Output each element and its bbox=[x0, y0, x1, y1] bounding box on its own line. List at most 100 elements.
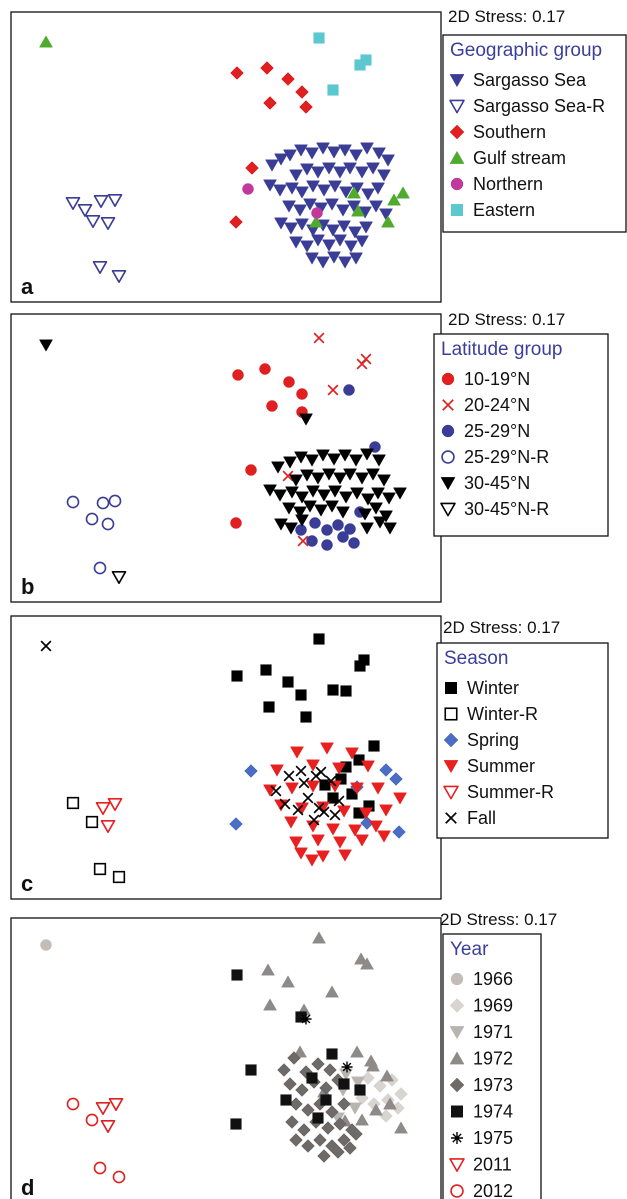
data-point bbox=[325, 985, 339, 998]
data-point bbox=[383, 1097, 397, 1110]
series-Gulf stream bbox=[39, 35, 410, 228]
data-point bbox=[328, 780, 342, 793]
data-point bbox=[353, 754, 365, 766]
data-point bbox=[356, 358, 368, 370]
data-point bbox=[39, 339, 53, 352]
legend-title: Geographic group bbox=[450, 40, 602, 61]
legend-marker bbox=[449, 74, 465, 87]
data-point bbox=[92, 260, 108, 274]
series-30-45°N-R bbox=[111, 570, 127, 584]
data-point bbox=[306, 780, 320, 793]
data-point bbox=[325, 1105, 339, 1119]
data-point bbox=[283, 149, 297, 162]
series-30-45°N bbox=[39, 339, 407, 535]
data-point bbox=[263, 998, 277, 1011]
data-point bbox=[326, 1048, 338, 1060]
data-point bbox=[338, 1078, 350, 1090]
data-point bbox=[112, 1170, 126, 1184]
data-point bbox=[306, 180, 320, 193]
legend-marker bbox=[445, 682, 457, 694]
data-point bbox=[310, 770, 322, 782]
legend-entry: Winter-R bbox=[467, 704, 538, 724]
data-point bbox=[350, 487, 364, 500]
stress-label: 2D Stress: 0.17 bbox=[448, 7, 565, 26]
data-point bbox=[338, 449, 352, 462]
data-point bbox=[85, 215, 101, 228]
data-point bbox=[369, 820, 383, 833]
data-point bbox=[100, 819, 116, 833]
legend-entry: 10-19°N bbox=[464, 369, 530, 389]
panel-d: d 2D Stress: 0.17 Year 1966 1969 1971 1972 1973… bbox=[10, 910, 557, 1199]
data-point bbox=[382, 492, 396, 505]
data-point bbox=[338, 849, 352, 862]
data-point bbox=[379, 763, 393, 777]
legend-marker bbox=[443, 760, 459, 773]
data-point bbox=[305, 454, 319, 467]
data-point bbox=[383, 522, 397, 535]
data-point bbox=[108, 494, 122, 508]
data-point bbox=[332, 519, 344, 531]
data-point bbox=[300, 240, 314, 253]
data-point bbox=[274, 153, 288, 166]
data-point bbox=[305, 854, 319, 867]
data-point bbox=[282, 676, 294, 688]
data-point bbox=[369, 1103, 383, 1116]
data-point bbox=[327, 84, 339, 96]
data-point bbox=[371, 487, 385, 500]
points-layer bbox=[40, 633, 407, 884]
data-point bbox=[294, 144, 308, 157]
data-point bbox=[379, 208, 393, 221]
data-point bbox=[354, 952, 368, 965]
data-point bbox=[320, 742, 334, 755]
data-point bbox=[298, 777, 310, 789]
data-point bbox=[359, 221, 373, 234]
data-point bbox=[274, 518, 288, 531]
data-point bbox=[351, 204, 365, 217]
data-point bbox=[322, 468, 336, 481]
data-point bbox=[292, 804, 304, 816]
data-point bbox=[344, 523, 356, 535]
data-point bbox=[372, 454, 386, 467]
data-point bbox=[327, 792, 339, 804]
legend-entry: Eastern bbox=[473, 200, 535, 220]
legend-entry: Sargasso Sea-R bbox=[473, 96, 605, 116]
legend: Year 1966 1969 1971 1972 1973 1974 1975 2011 2012 bbox=[442, 933, 542, 1199]
data-point bbox=[301, 1139, 315, 1153]
data-point bbox=[371, 782, 385, 795]
stress-label: 2D Stress: 0.17 bbox=[448, 310, 565, 329]
series-2011 bbox=[95, 1098, 124, 1133]
points-layer bbox=[40, 931, 408, 1184]
legend-entry: Summer bbox=[467, 756, 535, 776]
data-point bbox=[282, 502, 296, 515]
data-point bbox=[347, 186, 361, 199]
data-point bbox=[350, 782, 364, 795]
legend: Season Winter Winter-R Spring Summer Summer-R… bbox=[436, 642, 609, 839]
data-point bbox=[343, 468, 357, 481]
panel-c: c 2D Stress: 0.17 Season Winter Winter-R Spri… bbox=[10, 615, 609, 900]
data-point bbox=[303, 500, 317, 513]
data-point bbox=[263, 179, 277, 192]
data-point bbox=[380, 1069, 394, 1082]
legend-entry: 2012 bbox=[473, 1181, 513, 1199]
data-point bbox=[328, 485, 342, 498]
data-point bbox=[360, 957, 374, 970]
data-point bbox=[340, 685, 352, 697]
data-point bbox=[85, 815, 99, 829]
data-point bbox=[245, 464, 257, 476]
data-point bbox=[331, 1145, 345, 1159]
data-point bbox=[270, 785, 282, 797]
legend-frame bbox=[442, 34, 627, 233]
legend-entry: Winter bbox=[467, 678, 519, 698]
data-point bbox=[355, 235, 369, 248]
data-point bbox=[336, 506, 350, 519]
data-point bbox=[313, 32, 325, 44]
data-point bbox=[294, 847, 308, 860]
data-point bbox=[361, 493, 375, 506]
data-point bbox=[65, 197, 81, 210]
data-point bbox=[300, 469, 314, 482]
data-point bbox=[66, 1097, 80, 1111]
series-Summer-R bbox=[95, 797, 123, 833]
data-point bbox=[309, 215, 323, 228]
data-point bbox=[66, 495, 80, 509]
legend-marker bbox=[449, 1051, 465, 1065]
